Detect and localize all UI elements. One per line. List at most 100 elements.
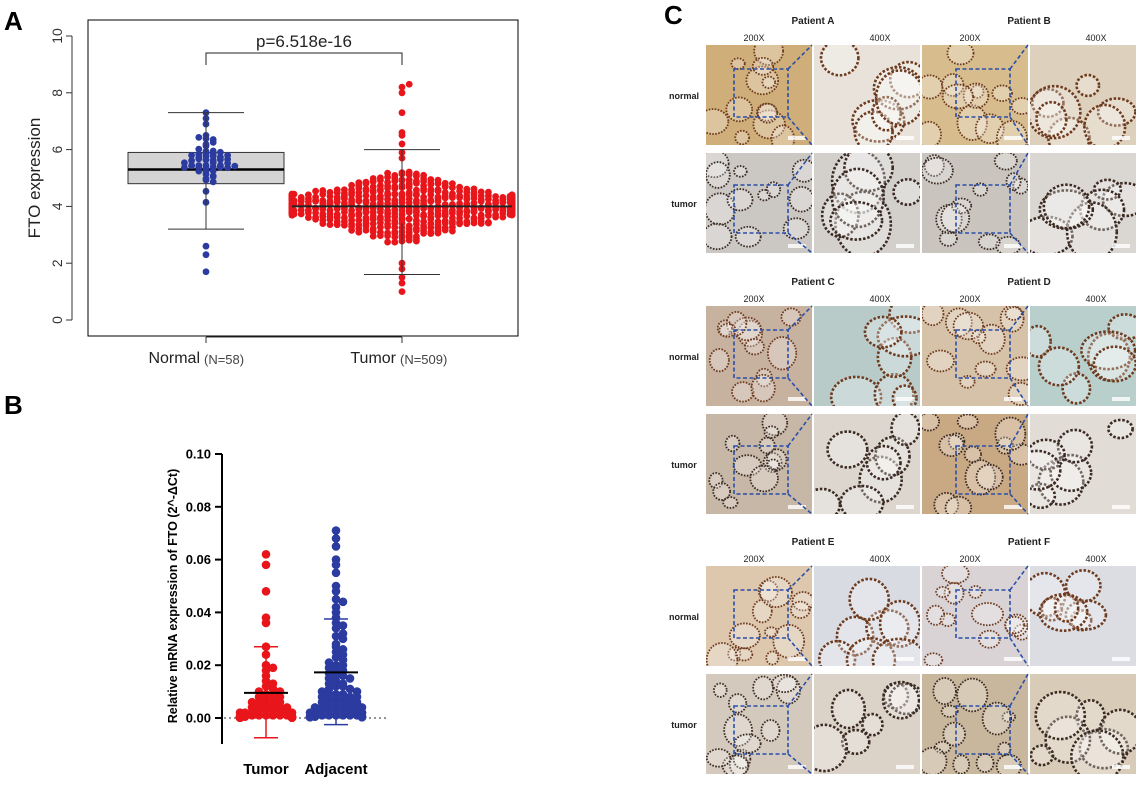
tissue-follicle <box>1079 188 1126 231</box>
zoom-connector <box>787 152 813 186</box>
tissue-follicle <box>888 682 920 716</box>
point-tumor <box>449 190 456 198</box>
point-tumor <box>377 208 384 216</box>
scale-bar <box>896 244 914 248</box>
tissue-follicle <box>952 311 985 341</box>
point-tumor <box>319 220 327 227</box>
scale-bar <box>1004 136 1022 140</box>
point-tumor <box>384 223 391 231</box>
point-tumor <box>420 229 427 237</box>
magnification-label: 400X <box>1085 554 1106 564</box>
point-tumor <box>405 236 413 244</box>
y-tick-label: 6 <box>49 145 65 153</box>
point-tumor <box>427 187 435 195</box>
tissue-follicle <box>997 741 1012 757</box>
micrograph-content <box>922 306 1028 406</box>
point-tumor <box>348 216 355 224</box>
point-tumor <box>420 187 427 195</box>
magnification-label: 400X <box>1085 294 1106 304</box>
tissue-follicle <box>1101 181 1136 218</box>
tissue-follicle <box>892 177 920 207</box>
tissue-follicle <box>938 230 958 247</box>
tissue-follicle <box>1007 381 1028 406</box>
scale-bar <box>896 657 914 661</box>
point-tumor <box>434 176 442 184</box>
tissue-follicle <box>706 748 732 768</box>
micrograph-400x <box>814 306 920 406</box>
zoom-box <box>955 705 1011 755</box>
point-adjacent <box>331 534 341 543</box>
tissue-follicle <box>706 642 739 666</box>
zoom-box <box>955 68 1011 118</box>
tissue-follicle <box>1044 715 1092 764</box>
tissue-follicle <box>789 600 811 619</box>
point-tumor <box>456 208 463 216</box>
point-tumor <box>362 192 370 199</box>
chart-b: Relative mRNA expression of FTO (2^-ΔCt)… <box>166 447 386 778</box>
tissue-follicle <box>1037 346 1081 387</box>
point-tumor <box>391 233 399 241</box>
point-tumor <box>391 223 399 231</box>
point-tumor <box>333 186 341 194</box>
point-tumor <box>369 175 377 182</box>
tissue-follicle <box>814 487 842 514</box>
magnification-label: 400X <box>1085 33 1106 43</box>
tissue-follicle <box>972 182 989 197</box>
point-tumor <box>463 185 471 193</box>
zoom-connector <box>1009 116 1029 146</box>
scale-bar <box>1004 244 1022 248</box>
point-tumor <box>362 226 370 234</box>
point-tumor <box>477 220 485 227</box>
tissue-follicle <box>922 156 954 185</box>
point-adjacent <box>338 711 348 720</box>
tissue-follicle <box>1034 690 1087 741</box>
point-tumor <box>405 80 413 88</box>
micrograph-content <box>1030 178 1136 253</box>
micrograph-background <box>1030 566 1136 666</box>
zoom-connector <box>787 305 813 331</box>
tissue-follicle <box>726 188 754 212</box>
tissue-follicle <box>947 432 966 451</box>
point-tumor <box>235 713 245 723</box>
point-tumor <box>413 217 420 224</box>
zoom-box <box>955 329 1011 379</box>
tissue-follicle <box>744 338 765 356</box>
tissue-follicle <box>730 57 746 70</box>
tissue-follicle <box>872 65 920 111</box>
point-tumor <box>405 215 413 223</box>
tissue-follicle <box>1053 593 1080 623</box>
micrograph-background <box>706 674 812 774</box>
point-normal <box>217 153 224 161</box>
point-tumor <box>297 206 305 214</box>
micrograph-content <box>817 577 920 666</box>
tissue-follicle <box>1064 599 1108 631</box>
zoom-box <box>955 589 1011 639</box>
point-tumor <box>499 213 507 221</box>
tissue-follicle <box>944 495 973 514</box>
tissue-follicle <box>959 375 976 389</box>
patient-title: Patient A <box>792 16 835 27</box>
point-normal <box>195 167 203 175</box>
tissue-follicle <box>791 158 812 183</box>
micrograph-200x <box>922 674 1028 774</box>
scale-bar <box>1112 765 1130 769</box>
tissue-follicle <box>932 677 957 706</box>
tissue-follicle <box>946 45 975 66</box>
tissue-follicle <box>759 576 793 608</box>
point-tumor <box>341 186 348 194</box>
tissue-follicle <box>863 315 903 349</box>
point-tumor <box>362 214 370 222</box>
chart-b-points <box>235 526 367 723</box>
tissue-follicle <box>708 472 724 490</box>
tissue-follicle <box>923 652 944 666</box>
point-tumor <box>312 187 319 195</box>
point-tumor <box>377 213 384 221</box>
tissue-follicle <box>733 733 762 754</box>
scale-bar <box>1004 397 1022 401</box>
point-adjacent <box>331 560 341 570</box>
point-tumor <box>485 206 492 214</box>
x-category-label: Tumor <box>350 350 396 367</box>
point-tumor <box>384 189 391 197</box>
tissue-follicle <box>999 306 1025 333</box>
point-normal <box>188 157 196 165</box>
